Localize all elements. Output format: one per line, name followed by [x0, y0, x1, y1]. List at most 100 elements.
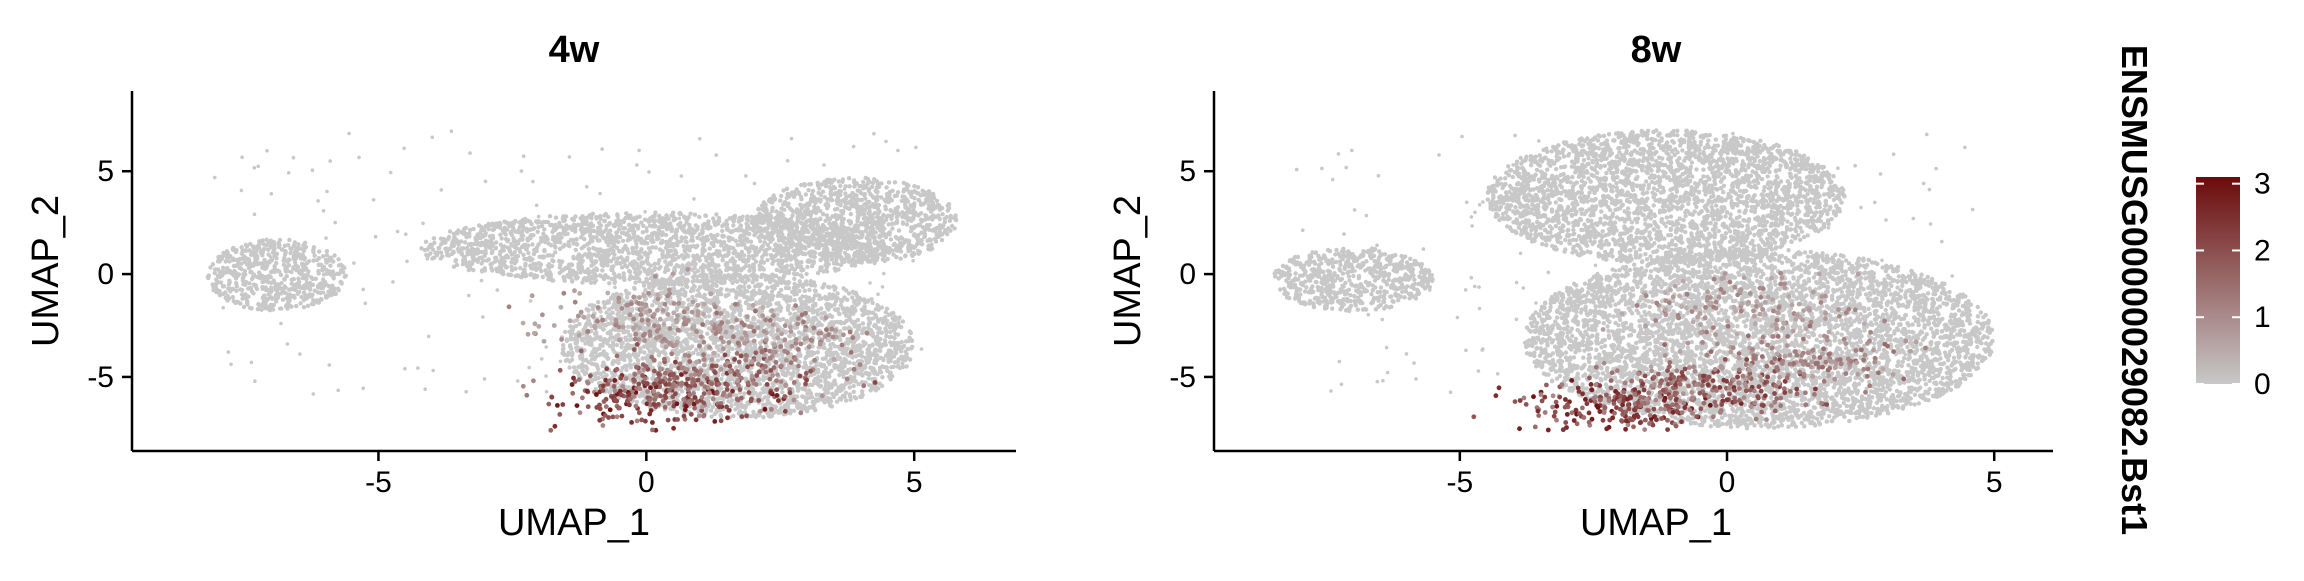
cell-point — [581, 215, 587, 220]
cell-point — [797, 214, 802, 219]
cell-point — [557, 265, 562, 270]
cell-point — [550, 258, 555, 263]
cell-point — [830, 254, 835, 260]
cell-point — [670, 244, 676, 249]
cell-point — [868, 204, 873, 209]
cell-point — [264, 260, 269, 265]
cell-point — [784, 258, 789, 263]
cell-point — [488, 243, 493, 248]
cell-point — [800, 251, 806, 257]
cell-point — [641, 223, 646, 228]
cell-point — [761, 415, 766, 420]
cell-point — [273, 292, 279, 298]
cell-point — [686, 261, 691, 266]
cell-point — [490, 227, 495, 232]
cell-point — [668, 254, 673, 259]
cell-point — [602, 213, 607, 218]
cell-point — [263, 299, 268, 304]
cell-point — [825, 259, 830, 264]
cell-point — [588, 221, 594, 226]
cell-point — [284, 274, 289, 279]
cell-point — [682, 249, 688, 254]
cell-point — [811, 222, 816, 228]
cell-point — [540, 274, 545, 280]
cell-point — [681, 244, 686, 249]
cell-point — [283, 250, 288, 255]
cell-point — [462, 259, 468, 264]
cell-point — [595, 225, 601, 230]
cell-point — [765, 242, 770, 248]
cell-point — [904, 238, 909, 243]
cell-point — [244, 244, 250, 249]
cell-point — [873, 204, 878, 209]
cell-point — [440, 241, 445, 246]
cell-point — [937, 216, 942, 222]
cell-point — [847, 184, 852, 189]
cell-point — [689, 237, 695, 242]
cell-point — [894, 254, 899, 260]
cell-point — [476, 223, 482, 228]
cell-point — [857, 255, 863, 260]
cell-point — [778, 264, 783, 269]
cell-point — [647, 218, 653, 224]
cell-point — [784, 195, 789, 201]
cell-point — [270, 302, 275, 308]
cell-point — [494, 240, 499, 245]
cell-point — [606, 243, 611, 248]
cell-point — [309, 275, 314, 280]
cell-point — [826, 180, 831, 185]
cell-point — [783, 253, 788, 258]
cell-point — [843, 191, 848, 196]
cell-point — [553, 215, 559, 220]
cell-point — [592, 280, 597, 285]
cell-point — [848, 258, 854, 263]
cell-point — [634, 251, 639, 256]
cell-point — [866, 239, 871, 245]
cell-point — [804, 271, 809, 277]
cell-point — [838, 189, 843, 194]
cell-point — [458, 248, 463, 253]
cell-point — [854, 234, 860, 239]
cell-point — [612, 280, 617, 285]
cell-point — [579, 246, 584, 251]
cell-point — [747, 284, 752, 290]
cell-point — [234, 257, 239, 263]
cell-point — [823, 218, 828, 223]
cell-point — [770, 205, 775, 211]
cell-point — [773, 216, 778, 221]
cell-point — [660, 224, 666, 230]
cell-point — [786, 241, 791, 246]
cell-point — [241, 254, 246, 259]
cell-point — [929, 246, 935, 251]
cell-point — [499, 256, 505, 261]
cell-point — [230, 295, 235, 300]
cell-point — [236, 300, 241, 305]
cell-point — [884, 245, 889, 250]
cell-point — [762, 248, 767, 253]
cell-point — [844, 256, 850, 261]
cell-point — [796, 209, 801, 214]
cell-point — [311, 249, 316, 255]
cell-point — [530, 242, 535, 247]
cell-point — [946, 202, 952, 207]
cell-point — [775, 229, 780, 235]
cell-point — [824, 231, 829, 236]
cell-point — [467, 234, 472, 239]
cell-point — [865, 356, 870, 362]
cell-point — [312, 253, 317, 258]
cell-point — [589, 263, 594, 268]
cell-point — [874, 185, 880, 190]
cell-point — [780, 390, 785, 395]
cell-point — [471, 257, 477, 262]
cell-point — [770, 237, 775, 242]
cell-point — [253, 283, 258, 288]
cell-point — [665, 242, 670, 247]
cell-point — [513, 218, 518, 224]
cell-point — [639, 260, 644, 265]
cell-point — [724, 222, 730, 227]
cell-point — [749, 214, 754, 220]
cell-point — [940, 212, 945, 217]
cell-point — [456, 228, 461, 233]
cell-point — [794, 228, 799, 233]
cell-point — [482, 253, 487, 259]
